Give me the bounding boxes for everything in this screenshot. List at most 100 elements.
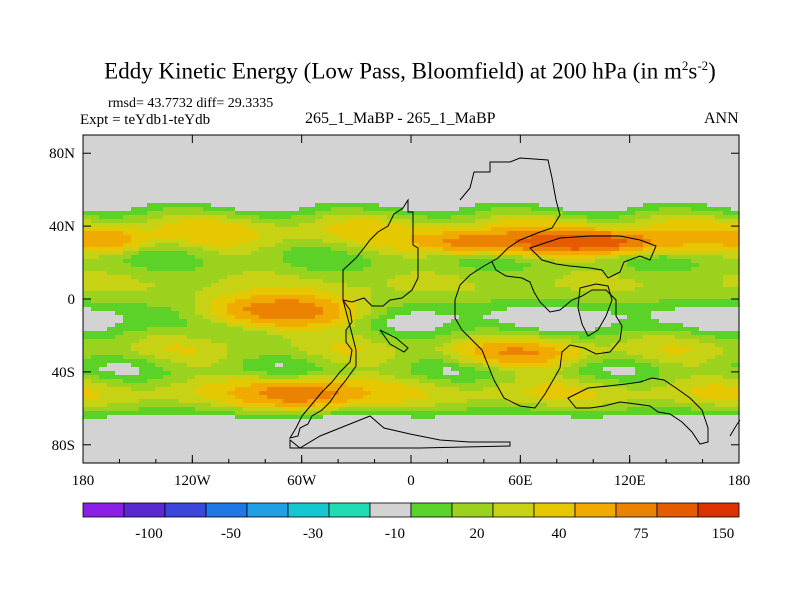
heat-cell bbox=[691, 139, 700, 144]
heat-cell bbox=[371, 203, 380, 208]
heat-cell bbox=[563, 219, 572, 224]
heat-cell bbox=[587, 203, 596, 208]
heat-cell bbox=[99, 275, 108, 280]
heat-cell bbox=[571, 231, 580, 236]
heat-cell bbox=[131, 335, 140, 340]
heat-cell bbox=[643, 171, 652, 176]
heat-cell bbox=[275, 255, 284, 260]
heat-cell bbox=[355, 255, 364, 260]
heat-cell bbox=[123, 247, 132, 252]
heat-cell bbox=[611, 255, 620, 260]
heat-cell bbox=[515, 211, 524, 216]
heat-cell bbox=[275, 231, 284, 236]
heat-cell bbox=[347, 183, 356, 188]
heat-cell bbox=[403, 183, 412, 188]
heat-cell bbox=[275, 243, 284, 248]
heat-cell bbox=[131, 327, 140, 332]
heat-cell bbox=[555, 263, 564, 268]
heat-cell bbox=[211, 311, 220, 316]
heat-cell bbox=[475, 219, 484, 224]
heat-cell bbox=[323, 143, 332, 148]
heat-cell bbox=[563, 283, 572, 288]
heat-cell bbox=[115, 175, 124, 180]
heat-cell bbox=[211, 287, 220, 292]
heat-cell bbox=[627, 327, 636, 332]
heat-cell bbox=[91, 263, 100, 268]
heat-cell bbox=[307, 315, 316, 320]
heat-cell bbox=[507, 179, 516, 184]
heat-cell bbox=[331, 367, 340, 372]
heat-cell bbox=[195, 179, 204, 184]
heat-cell bbox=[515, 311, 524, 316]
heat-cell bbox=[147, 243, 156, 248]
heat-cell bbox=[707, 211, 716, 216]
heat-cell bbox=[115, 151, 124, 156]
heat-cell bbox=[323, 247, 332, 252]
heat-cell bbox=[315, 375, 324, 380]
heat-cell bbox=[539, 283, 548, 288]
heat-cell bbox=[499, 211, 508, 216]
heat-cell bbox=[539, 267, 548, 272]
heat-cell bbox=[403, 363, 412, 368]
heat-cell bbox=[347, 287, 356, 292]
heat-cell bbox=[579, 143, 588, 148]
heat-cell bbox=[579, 191, 588, 196]
heat-cell bbox=[187, 231, 196, 236]
heat-cell bbox=[163, 151, 172, 156]
heat-cell bbox=[379, 327, 388, 332]
heat-cell bbox=[659, 323, 668, 328]
heat-cell bbox=[195, 295, 204, 300]
heat-cell bbox=[147, 215, 156, 220]
heat-cell bbox=[315, 223, 324, 228]
heat-cell bbox=[123, 151, 132, 156]
heat-cell bbox=[467, 359, 476, 364]
heat-cell bbox=[603, 211, 612, 216]
heat-cell bbox=[283, 343, 292, 348]
heat-cell bbox=[667, 343, 676, 348]
heat-cell bbox=[107, 295, 116, 300]
heat-cell bbox=[459, 159, 468, 164]
heat-cell bbox=[203, 279, 212, 284]
heat-cell bbox=[443, 355, 452, 360]
heat-cell bbox=[643, 351, 652, 356]
heat-cell bbox=[451, 247, 460, 252]
heat-cell bbox=[323, 207, 332, 212]
heat-cell bbox=[115, 287, 124, 292]
heat-cell bbox=[99, 191, 108, 196]
heat-cell bbox=[691, 207, 700, 212]
heat-cell bbox=[507, 167, 516, 172]
heat-cell bbox=[651, 303, 660, 308]
heat-cell bbox=[299, 135, 308, 140]
heat-cell bbox=[275, 279, 284, 284]
heat-cell bbox=[131, 187, 140, 192]
heat-cell bbox=[387, 271, 396, 276]
heat-cell bbox=[187, 295, 196, 300]
heat-cell bbox=[467, 355, 476, 360]
heat-cell bbox=[667, 359, 676, 364]
heat-cell bbox=[483, 343, 492, 348]
heat-cell bbox=[243, 263, 252, 268]
heat-cell bbox=[339, 135, 348, 140]
heat-cell bbox=[179, 279, 188, 284]
heat-cell bbox=[715, 219, 724, 224]
heat-cell bbox=[259, 147, 268, 152]
heat-cell bbox=[715, 275, 724, 280]
heat-cell bbox=[491, 283, 500, 288]
heat-cell bbox=[467, 239, 476, 244]
heat-cell bbox=[723, 291, 732, 296]
heat-cell bbox=[331, 291, 340, 296]
heat-cell bbox=[459, 211, 468, 216]
heat-cell bbox=[579, 339, 588, 344]
heat-cell bbox=[403, 231, 412, 236]
heat-cell bbox=[339, 359, 348, 364]
heat-cell bbox=[675, 231, 684, 236]
heat-cell bbox=[91, 163, 100, 168]
heat-cell bbox=[667, 299, 676, 304]
heat-cell bbox=[283, 223, 292, 228]
heat-cell bbox=[323, 367, 332, 372]
heat-cell bbox=[667, 319, 676, 324]
heat-cell bbox=[643, 311, 652, 316]
heat-cell bbox=[563, 351, 572, 356]
heat-cell bbox=[571, 343, 580, 348]
heat-cell bbox=[667, 279, 676, 284]
